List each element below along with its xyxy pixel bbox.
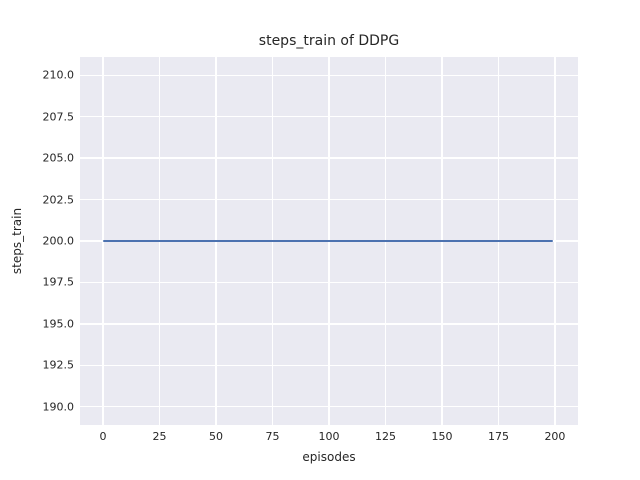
y-tick-label: 207.5 xyxy=(42,110,75,124)
y-gridline xyxy=(80,364,578,366)
x-tick-label: 100 xyxy=(318,430,340,443)
y-tick-label: 210.0 xyxy=(42,68,75,82)
x-tick-label: 125 xyxy=(374,430,396,443)
y-gridline xyxy=(80,281,578,284)
y-tick-label: 192.5 xyxy=(42,358,75,372)
x-axis-label: episodes xyxy=(302,450,356,464)
y-gridline xyxy=(80,116,578,118)
chart-title: steps_train of DDPG xyxy=(258,33,400,49)
x-tick-label: 0 xyxy=(99,430,107,443)
y-tick-label: 202.5 xyxy=(42,193,75,207)
series-line-steps-train xyxy=(103,240,553,242)
y-gridline xyxy=(80,157,578,159)
y-gridline xyxy=(80,406,578,408)
y-tick-label: 205.0 xyxy=(42,151,75,165)
x-tick-label: 150 xyxy=(431,430,453,443)
x-tick-label: 50 xyxy=(209,430,224,443)
x-tick-label: 200 xyxy=(544,430,566,443)
x-tick-label: 175 xyxy=(487,430,509,443)
plot-area xyxy=(80,57,578,425)
y-gridline xyxy=(80,323,578,325)
x-tick-label: 25 xyxy=(152,430,167,443)
y-gridline xyxy=(80,198,578,201)
y-gridline xyxy=(80,74,578,76)
x-tick-label: 75 xyxy=(265,430,280,443)
y-tick-label: 197.5 xyxy=(42,275,75,289)
y-tick-label: 200.0 xyxy=(42,234,75,248)
y-tick-label: 195.0 xyxy=(42,317,75,331)
y-tick-label: 190.0 xyxy=(42,400,75,414)
